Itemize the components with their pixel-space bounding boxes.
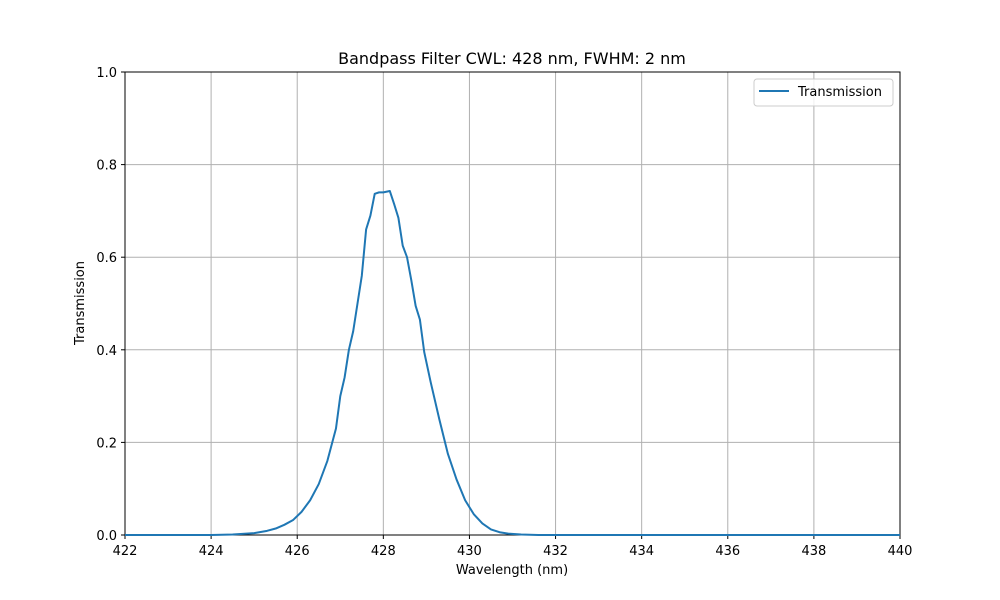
x-axis-ticks: 422 424 426 428 430 432 434 436 438 440 [113, 535, 913, 559]
x-tick-label: 424 [199, 544, 224, 559]
legend: Transmission [753, 78, 894, 107]
x-tick-label: 436 [715, 544, 740, 559]
series-line-transmission [125, 189, 900, 536]
y-tick-label: 1.0 [96, 66, 117, 81]
legend-label-transmission: Transmission [797, 85, 882, 100]
x-axis-label: Wavelength (nm) [456, 563, 568, 578]
y-tick-label: 0.4 [96, 344, 117, 359]
legend-box [753, 78, 894, 107]
y-tick-label: 0.6 [96, 251, 117, 266]
chart-title: Bandpass Filter CWL: 428 nm, FWHM: 2 nm [338, 49, 686, 68]
y-tick-label: 0.8 [96, 159, 117, 174]
plot-frame [124, 71, 901, 536]
y-axis-label: Transmission [73, 261, 88, 346]
y-axis-ticks: 0.0 0.2 0.4 0.6 0.8 1.0 [96, 66, 125, 544]
y-tick-label: 0.2 [96, 436, 117, 451]
x-tick-label: 422 [113, 544, 138, 559]
x-tick-label: 432 [543, 544, 568, 559]
x-tick-label: 428 [371, 544, 396, 559]
x-tick-label: 440 [888, 544, 913, 559]
y-tick-label: 0.0 [96, 529, 117, 544]
grid-lines [124, 71, 901, 536]
x-tick-label: 430 [457, 544, 482, 559]
x-tick-label: 438 [801, 544, 826, 559]
x-tick-label: 426 [285, 544, 310, 559]
x-tick-label: 434 [629, 544, 654, 559]
